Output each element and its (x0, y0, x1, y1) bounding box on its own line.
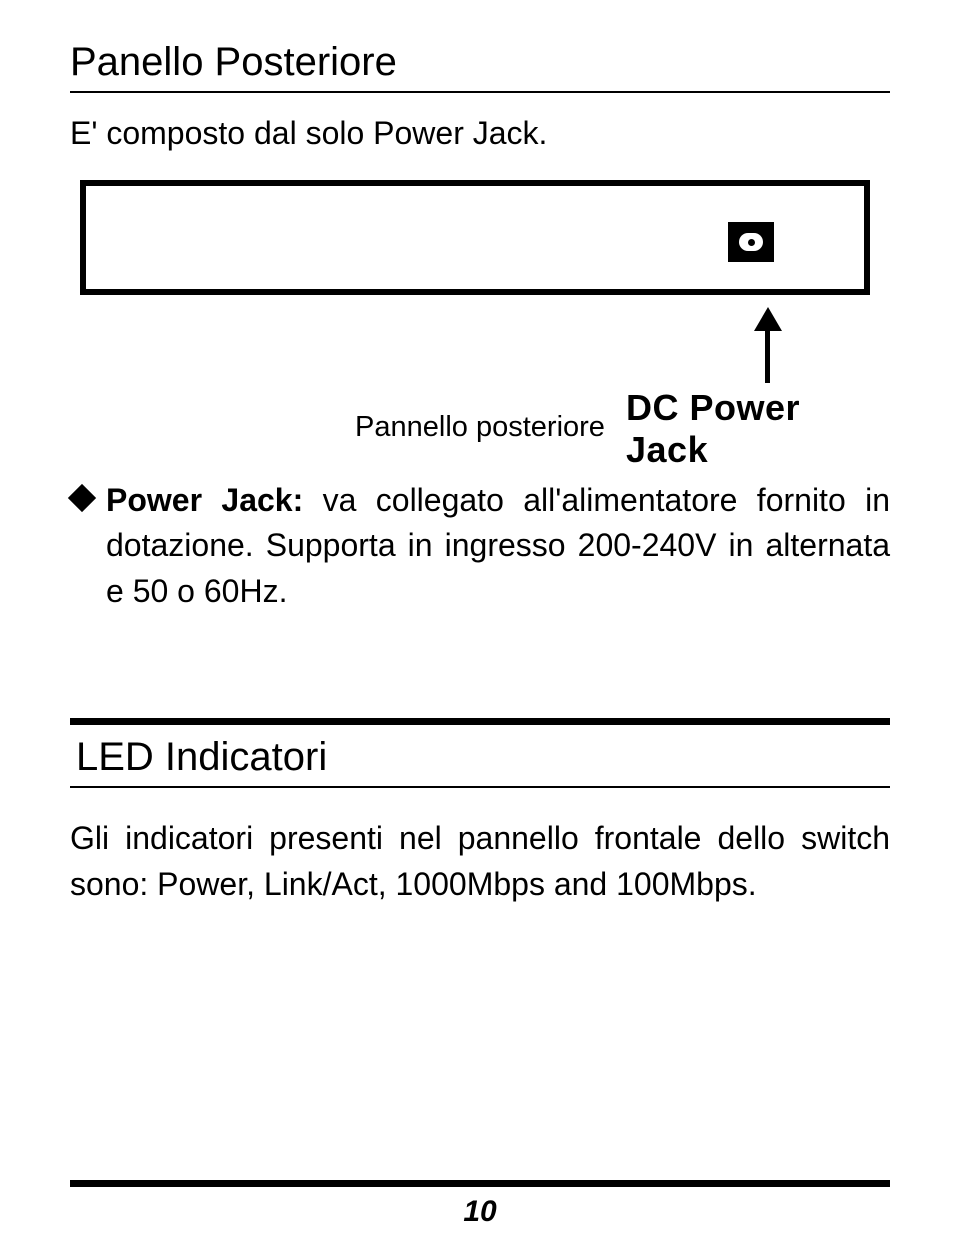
section-title-1: Panello Posteriore (70, 40, 890, 85)
intro-text: E' composto dal solo Power Jack. (70, 115, 890, 152)
title-rule-1 (70, 91, 890, 93)
document-page: Panello Posteriore E' composto dal solo … (0, 0, 960, 1257)
bullet-item: Power Jack: va collegato all'alimentator… (70, 478, 890, 614)
dc-power-jack-label: DC Power Jack (626, 387, 890, 471)
footer-rule (70, 1180, 890, 1187)
power-jack-icon (728, 222, 774, 262)
bullet-label: Power Jack: (106, 482, 303, 518)
section2-paragraph: Gli indicatori presenti nel pannello fro… (70, 816, 890, 907)
section-title-2: LED Indicatori (76, 735, 890, 780)
power-jack-inner (739, 233, 763, 251)
title-rule-2 (70, 786, 890, 788)
bullet-text: Power Jack: va collegato all'alimentator… (106, 478, 890, 614)
section-top-rule (70, 718, 890, 725)
arrow-line-icon (765, 327, 770, 383)
arrow-annotation: DC Power Jack (70, 301, 890, 391)
power-jack-dot (748, 239, 755, 246)
rear-panel-diagram (80, 180, 870, 295)
page-number: 10 (0, 1195, 960, 1229)
diamond-bullet-icon (68, 484, 96, 512)
